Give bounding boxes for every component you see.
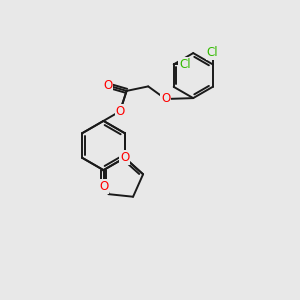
Text: O: O — [116, 105, 124, 118]
Text: O: O — [161, 92, 170, 106]
Text: Cl: Cl — [207, 46, 218, 59]
Text: Cl: Cl — [179, 58, 191, 71]
Text: O: O — [120, 151, 129, 164]
Text: O: O — [99, 180, 108, 193]
Text: O: O — [103, 79, 112, 92]
